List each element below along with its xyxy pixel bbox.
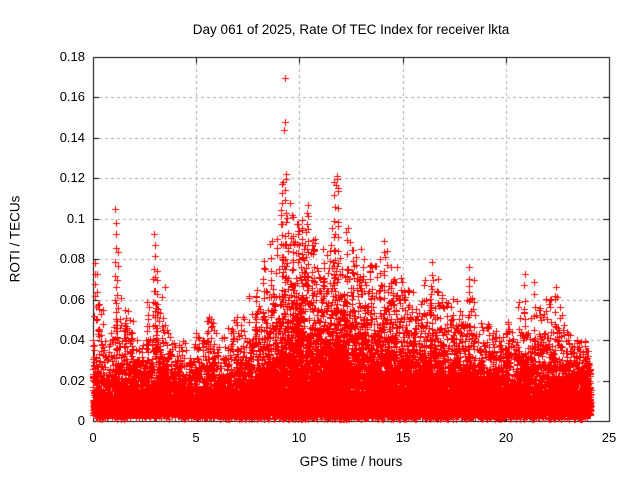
x-tick-label: 5: [192, 430, 200, 445]
y-tick-label: 0.16: [59, 89, 85, 104]
y-tick-label: 0.18: [59, 49, 85, 64]
y-tick-label: 0.1: [66, 211, 85, 226]
y-tick-label: 0.02: [59, 373, 85, 388]
x-tick-label: 10: [291, 430, 307, 445]
y-tick-label: 0.12: [59, 170, 85, 185]
x-tick-label: 25: [601, 430, 617, 445]
y-tick-label: 0: [77, 413, 85, 428]
x-tick-label: 0: [89, 430, 97, 445]
x-tick-label: 15: [395, 430, 411, 445]
x-tick-label: 20: [498, 430, 514, 445]
y-tick-label: 0.04: [59, 332, 85, 347]
y-axis-label: ROTI / TECUs: [7, 195, 23, 283]
y-tick-label: 0.06: [59, 292, 85, 307]
y-tick-label: 0.14: [59, 130, 85, 145]
x-axis-label: GPS time / hours: [299, 454, 403, 469]
y-tick-label: 0.08: [59, 251, 85, 266]
